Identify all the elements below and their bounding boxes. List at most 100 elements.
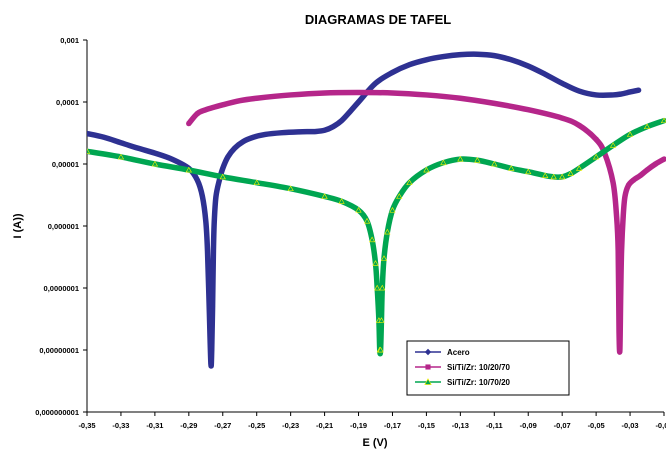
series-si-ti-zr-10-70-20 [87,117,666,357]
data-point [508,165,515,171]
data-point [208,361,214,367]
x-axis-title: E (V) [362,437,387,449]
data-point [199,193,205,200]
data-point [288,92,293,98]
data-point [618,91,625,97]
data-point [406,62,413,68]
data-point [118,140,124,146]
x-tick-label: -0,19 [350,421,367,430]
data-point [219,173,226,180]
data-point [101,134,107,140]
data-point [87,130,90,137]
x-tick-label: -0,33 [112,421,129,430]
data-point [322,90,327,96]
data-point [355,99,362,105]
data-point [458,96,463,101]
data-point [338,118,345,124]
series-line [87,51,642,369]
data-point [559,80,565,86]
y-tick-label: 0,001 [60,36,79,45]
data-point [296,129,302,135]
data-point [542,172,549,178]
data-point [576,88,582,94]
data-point [203,107,208,112]
data-point [225,154,231,160]
data-point [661,157,666,162]
data-point [210,248,217,254]
data-point [611,180,616,185]
data-point [372,80,379,86]
data-point [389,206,396,213]
data-point [204,248,211,254]
data-point [594,137,599,142]
y-tick-label: 0,0000001 [44,284,79,293]
data-point [330,124,336,130]
legend-label: Si/Ti/Zr: 10/70/20 [447,378,511,387]
data-point [195,111,200,116]
data-point [372,260,379,266]
data-point [491,160,498,167]
data-point [379,284,386,291]
data-point [135,145,141,151]
data-point [380,255,388,261]
x-tick-label: -0,31 [146,421,163,430]
data-point [626,131,634,137]
legend-box [406,340,570,396]
data-point [474,51,480,57]
data-point [631,178,636,183]
data-point [211,218,217,224]
data-point [423,57,430,63]
data-point [87,148,91,154]
data-point [347,109,353,115]
data-point [577,123,582,128]
x-tick-label: -0,03 [622,421,639,430]
data-point [508,57,514,63]
x-tick-label: -0,17 [384,421,401,430]
x-tick-label: -0,01 [655,421,666,430]
x-tick-label: -0,25 [248,421,265,430]
data-point [390,90,395,96]
data-point [355,206,362,213]
x-tick-label: -0,15 [418,421,435,430]
data-point [250,134,256,140]
data-point [209,347,215,353]
data-point [643,123,651,130]
plot-area [87,51,666,369]
data-point [616,248,621,253]
data-point [617,347,622,353]
y-tick-label: 0,000001 [48,222,79,231]
legend-label: Si/Ti/Zr: 10/20/70 [447,363,511,372]
data-point [206,304,212,310]
data-point [660,117,666,124]
data-point [232,145,238,151]
data-point [610,92,616,98]
x-axis-ticks: -0,35 -0,33 -0,31 -0,29 -0,27 -0,25 -0,23 -0,21… [78,412,666,430]
data-point [618,291,623,297]
data-point [152,150,158,156]
y-axis-title: I (A)) [12,213,24,238]
data-point [491,53,497,59]
data-point [457,52,463,58]
data-point [440,159,447,166]
y-tick-label: 0,0001 [56,98,79,107]
data-point [567,170,574,176]
data-point [237,98,242,103]
y-axis-ticks: 0,001 0,0001 0,00001 0,000001 0,0000001 0,000… [35,36,87,417]
data-point [440,53,446,60]
data-point [542,71,548,77]
x-tick-label: -0,21 [316,421,333,430]
data-point [424,92,429,98]
y-tick-label: 0,00001 [52,160,79,169]
data-point [213,193,219,200]
x-tick-label: -0,11 [486,421,503,430]
data-point [262,131,268,138]
data-point [627,89,633,95]
data-point [653,161,658,167]
data-point [287,185,294,192]
data-point [626,183,631,188]
data-point [560,116,565,121]
data-point [406,179,413,186]
legend-swatch-marker [425,364,431,370]
data-point [321,193,328,199]
x-tick-label: -0,29 [180,421,197,430]
